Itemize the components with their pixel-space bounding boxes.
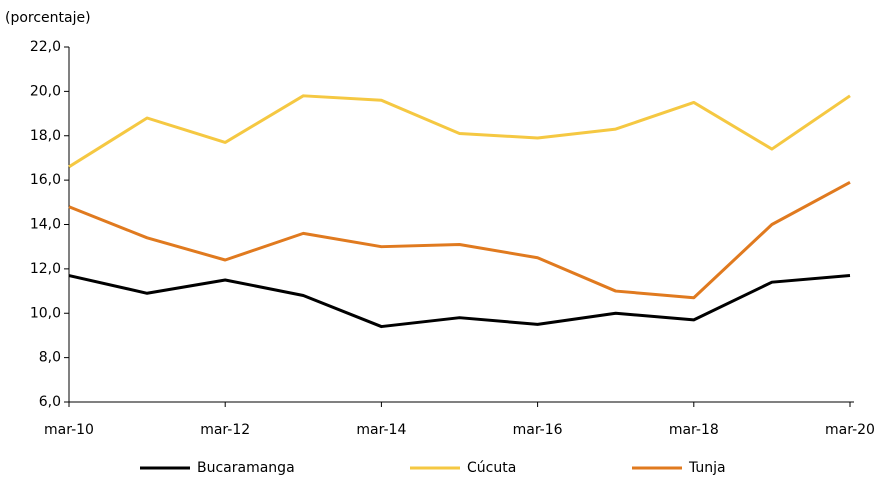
y-tick-label: 10,0 bbox=[30, 305, 61, 321]
x-tick-label: mar-14 bbox=[356, 422, 406, 438]
y-tick-label: 22,0 bbox=[30, 39, 61, 55]
x-tick-label: mar-18 bbox=[669, 422, 719, 438]
legend-label: Tunja bbox=[688, 460, 726, 476]
y-tick-label: 20,0 bbox=[30, 83, 61, 99]
x-tick-label: mar-12 bbox=[200, 422, 250, 438]
series-line bbox=[68, 94, 851, 169]
y-tick-label: 12,0 bbox=[30, 261, 61, 277]
y-tick-label: 18,0 bbox=[30, 128, 61, 144]
y-axis-label: (porcentaje) bbox=[5, 10, 91, 26]
y-tick-label: 6,0 bbox=[39, 394, 61, 410]
x-tick-label: mar-20 bbox=[825, 422, 875, 438]
y-tick-label: 16,0 bbox=[30, 172, 61, 188]
y-tick-label: 14,0 bbox=[30, 217, 61, 233]
legend-label: Cúcuta bbox=[467, 460, 516, 476]
series-line bbox=[68, 274, 851, 329]
x-tick-label: mar-10 bbox=[44, 422, 94, 438]
series-line bbox=[68, 181, 851, 300]
legend-label: Bucaramanga bbox=[197, 460, 295, 476]
x-tick-label: mar-16 bbox=[513, 422, 563, 438]
y-tick-label: 8,0 bbox=[39, 350, 61, 366]
